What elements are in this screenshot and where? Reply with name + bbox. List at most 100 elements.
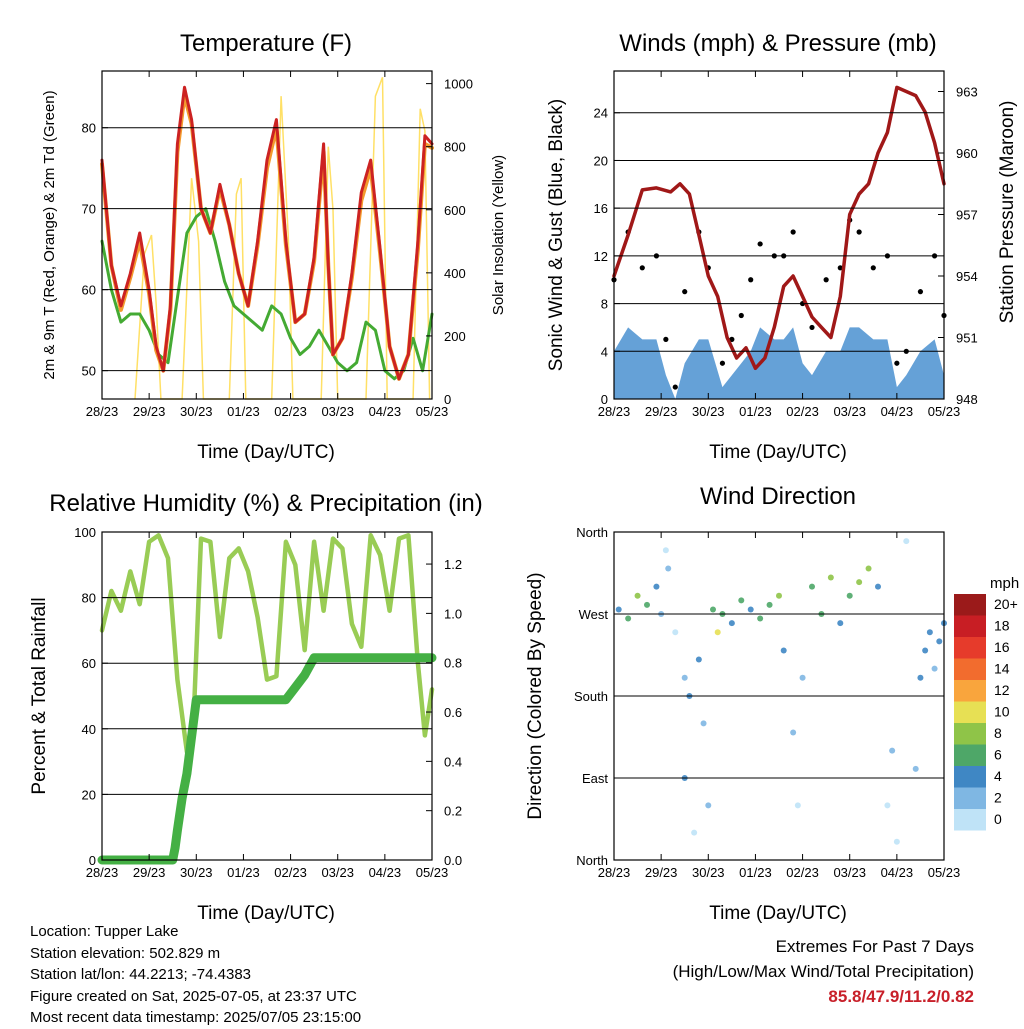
wind-direction-point [695,656,702,663]
legend-swatch [954,787,986,809]
wind-direction-point [710,606,716,613]
wind-direction-point [776,592,782,599]
x-tick-label: 02/23 [786,865,819,880]
gust-point [790,229,796,235]
y2-tick-label: 954 [956,269,978,284]
legend-label: 20+ [994,596,1018,612]
y2-tick-label: 1.2 [444,557,462,572]
location-text: Location: Tupper Lake [30,923,179,940]
rh-precip-panel: Relative Humidity (%) & Precipitation (i… [29,490,483,924]
legend-label: 4 [994,768,1002,784]
wind-direction-point [653,583,660,590]
winds-panel: Winds (mph) & Pressure (mb) Time (Day/UT… [546,30,1018,463]
x-tick-label: 05/23 [928,865,961,880]
wdir-xlabel: Time (Day/UTC) [709,903,847,924]
wind-direction-point [809,583,815,590]
y2-tick-label: 957 [956,208,978,223]
x-tick-label: 29/23 [133,865,166,880]
gust-point [809,324,815,331]
x-tick-label: 30/23 [692,865,725,880]
y2-tick-label: 963 [956,85,978,100]
gust-point [823,277,829,283]
temperature-y2label: Solar Insolation (Yellow) [490,155,507,315]
y2-tick-label: 600 [444,203,466,218]
y-tick-label: 80 [82,591,96,606]
sonic-wind-band [614,327,944,399]
wind-direction-point [884,802,891,809]
wind-direction-point [931,665,938,672]
y-tick-label: 24 [594,106,608,121]
rh-xlabel: Time (Day/UTC) [197,903,335,924]
wind-direction-point [615,606,622,613]
gust-point [672,384,678,390]
wind-direction-point [662,547,669,554]
wind-direction-point [799,674,806,681]
temperature-panel: Temperature (F) Time (Day/UTC) 2m & 9m T… [41,30,507,463]
y-tick-label: 40 [82,722,96,737]
x-tick-label: 28/23 [86,404,119,419]
winds-y2label: Station Pressure (Maroon) [997,101,1018,324]
x-tick-label: 02/23 [274,865,307,880]
wind-direction-point [837,620,844,627]
y-tick-label: 20 [594,153,608,168]
legend-label: 6 [994,747,1002,763]
wind-direction-point [889,747,896,754]
rh-line [99,533,435,755]
y2-tick-label: 200 [444,329,466,344]
x-tick-label: 01/23 [227,865,260,880]
x-tick-label: 28/23 [598,865,631,880]
temp-2m-line [100,85,434,381]
y2-tick-label: 960 [956,146,978,161]
wind-direction-point [705,802,712,809]
y2-tick-label: 0 [444,392,451,407]
winds-xlabel: Time (Day/UTC) [709,442,847,463]
plot-frame [101,70,433,400]
x-tick-label: 29/23 [133,404,166,419]
gust-point [917,289,924,295]
x-tick-label: 02/23 [274,404,307,419]
temperature-title: Temperature (F) [180,30,352,57]
wind-direction-point [700,720,707,727]
legend-swatch [954,809,986,831]
x-tick-label: 05/23 [416,404,449,419]
legend-swatch [954,701,986,723]
wind-direction-point [865,565,872,572]
extremes-title: Extremes For Past 7 Days [775,937,974,956]
wind-direction-point [625,615,632,622]
y-tick-label: 60 [82,656,96,671]
legend-swatch [954,723,986,745]
gust-point [837,265,843,271]
wind-direction-point [665,565,672,572]
x-tick-label: 28/23 [86,865,119,880]
winds-ylabel: Sonic Wind & Gust (Blue, Black) [546,99,567,371]
y2-tick-label: 948 [956,392,978,407]
wind-direction-point [672,629,679,636]
y-tick-label: 0 [89,853,96,868]
wind-direction-point [681,674,688,681]
wind-direction-point [691,829,698,836]
gust-point [894,360,900,366]
legend-label: 12 [994,682,1010,698]
y2-tick-label: 800 [444,140,466,155]
y-tick-label: 8 [601,297,608,312]
plot-frame [613,531,945,861]
wind-direction-point [644,601,650,608]
x-tick-label: 01/23 [739,865,772,880]
wind-direction-panel: Wind Direction Time (Day/UTC) Direction … [525,483,1019,924]
plot-frame [613,70,945,400]
y-tick-label: 80 [82,121,96,136]
wdir-ylabel: Direction (Colored By Speed) [525,572,546,819]
x-tick-label: 04/23 [369,404,402,419]
y-tick-label: West [579,607,609,622]
wind-direction-point [738,597,745,604]
y-tick-label: North [576,525,608,540]
x-tick-label: 30/23 [180,865,213,880]
wind-direction-point [780,647,787,654]
rh-ylabel: Percent & Total Rainfall [29,597,50,794]
y-tick-label: 12 [594,249,608,264]
legend-label: 8 [994,725,1002,741]
gust-point [856,229,862,235]
y-tick-label: 70 [82,202,96,217]
gust-point [719,360,726,366]
